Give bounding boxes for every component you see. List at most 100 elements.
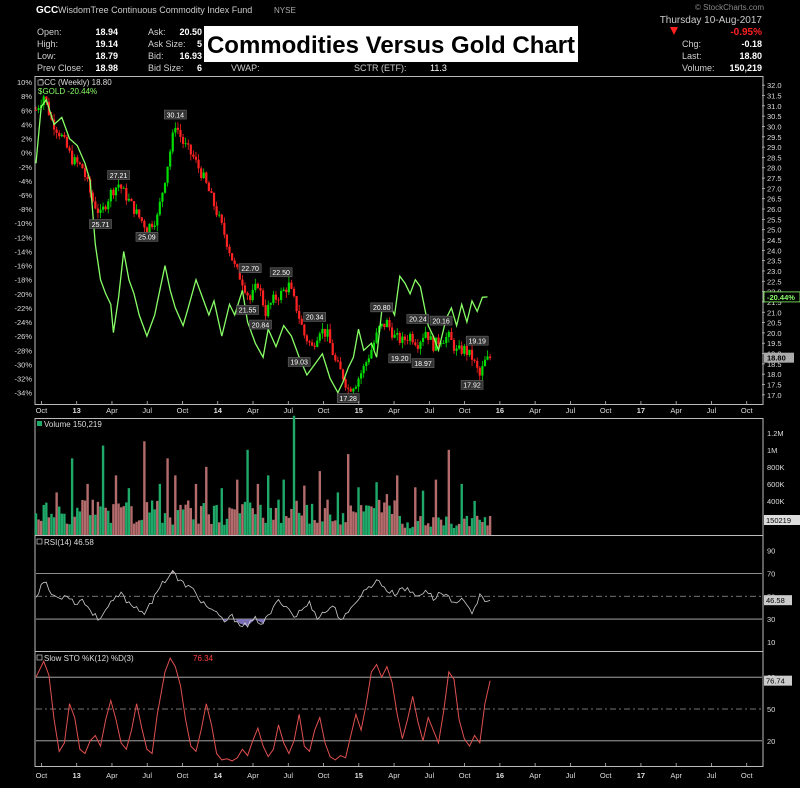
candle-body xyxy=(261,290,265,306)
percent-tick-label: -2% xyxy=(19,163,33,172)
volume-bar xyxy=(158,483,162,535)
price-annotation: 20.16 xyxy=(432,318,450,325)
x-tick-label: 15 xyxy=(355,771,363,780)
candle-body xyxy=(104,206,107,210)
x-tick-label: Oct xyxy=(600,406,613,415)
candle-body xyxy=(73,157,76,165)
candle-body xyxy=(313,345,316,347)
x-tick-label: 17 xyxy=(637,771,645,780)
candle-body xyxy=(272,294,275,304)
candle-body xyxy=(365,362,368,367)
percent-tick-label: -16% xyxy=(14,262,32,271)
candle-body xyxy=(246,292,249,296)
quote-left-value-1: 19.14 xyxy=(95,39,118,49)
x-tick-label: Oct xyxy=(459,771,472,780)
price-annotation-box xyxy=(135,232,159,242)
candle-body xyxy=(223,222,226,235)
volume-bar xyxy=(313,520,316,535)
percent-tick-label: -30% xyxy=(14,360,32,369)
candle-body xyxy=(403,336,407,341)
candle-body xyxy=(486,356,489,360)
volume-bar xyxy=(408,528,412,535)
candle-body xyxy=(416,345,419,349)
volume-bar xyxy=(199,506,203,535)
volume-bar xyxy=(468,526,471,535)
volume-bar xyxy=(135,521,138,535)
volume-bar xyxy=(339,524,342,535)
volume-bar xyxy=(156,500,159,535)
volume-bar xyxy=(42,504,45,535)
volume-bar xyxy=(127,488,131,535)
volume-bar xyxy=(300,515,303,535)
candle-body xyxy=(321,328,324,334)
volume-bar xyxy=(212,505,216,535)
price-tick-label: 17.5 xyxy=(767,381,782,390)
percent-tick-label: -32% xyxy=(14,374,32,383)
price-tick-label: 29.0 xyxy=(767,143,782,152)
candle-body xyxy=(478,367,481,376)
volume-bar xyxy=(86,483,89,535)
candle-body xyxy=(125,187,128,201)
volume-bar xyxy=(486,525,489,535)
candle-body xyxy=(396,333,399,335)
volume-tick-label: 1M xyxy=(767,446,777,455)
candle-body xyxy=(424,332,427,338)
candle-body xyxy=(370,349,373,359)
candle-body xyxy=(352,388,355,392)
volume-last-label: 150219 xyxy=(766,516,791,525)
stochastic-line xyxy=(35,656,491,762)
volume-bar xyxy=(367,505,371,535)
volume-last-tag xyxy=(764,515,800,525)
volume-bar xyxy=(421,490,425,535)
quote-right-label-2: Volume: xyxy=(682,63,715,73)
candle-body xyxy=(243,285,247,293)
price-annotation-box xyxy=(269,267,293,278)
volume-bar xyxy=(326,499,329,535)
candle-body xyxy=(215,206,218,216)
volume-legend: Volume 150,219 xyxy=(44,420,102,429)
candle-body xyxy=(148,223,151,232)
volume-bar xyxy=(390,514,394,535)
x-tick-label: Jul xyxy=(142,406,152,415)
candle-body xyxy=(202,172,205,178)
volume-bar xyxy=(261,517,265,535)
volume-bar xyxy=(372,508,376,535)
candle-body xyxy=(362,366,365,374)
percent-tick-label: -12% xyxy=(14,233,32,242)
volume-bar xyxy=(223,524,226,535)
x-tick-label: Oct xyxy=(177,406,190,415)
x-tick-label: Jul xyxy=(425,771,435,780)
volume-bar xyxy=(375,482,378,535)
candle-body xyxy=(282,289,285,291)
candle-body xyxy=(401,336,404,343)
volume-bar xyxy=(455,525,458,535)
x-tick-label: Oct xyxy=(36,406,49,415)
candle-body xyxy=(192,154,195,157)
candle-body xyxy=(101,206,105,210)
candle-body xyxy=(421,337,425,342)
price-annotation-box xyxy=(303,312,326,322)
candle-body xyxy=(153,225,156,227)
volume-bar xyxy=(297,512,301,535)
candle-body xyxy=(58,132,61,137)
price-annotation: 20.34 xyxy=(306,315,324,322)
x-tick-label: 16 xyxy=(496,406,504,415)
volume-bar xyxy=(246,449,249,535)
price-tick-label: 29.5 xyxy=(767,133,782,142)
stochastic-legend-swatch xyxy=(36,654,43,661)
quote-date: Thursday 10-Aug-2017 xyxy=(660,15,763,26)
x-tick-label: Apr xyxy=(670,406,682,415)
x-tick-label: Apr xyxy=(670,771,682,780)
volume-bar xyxy=(76,507,79,535)
candle-body xyxy=(37,108,40,111)
quote-mid-label-0: Ask: xyxy=(148,27,166,37)
price-annotation: 22.50 xyxy=(272,270,290,277)
stochastic-legend-value: 76.34 xyxy=(193,654,214,663)
volume-bar xyxy=(163,513,167,535)
quote-mid-label-3: Bid Size: xyxy=(148,63,184,73)
volume-bar xyxy=(362,511,365,535)
candle-body xyxy=(429,336,432,340)
candle-body xyxy=(249,295,252,300)
x-tick-label: Jul xyxy=(707,771,717,780)
price-annotation: 19.03 xyxy=(290,360,308,367)
